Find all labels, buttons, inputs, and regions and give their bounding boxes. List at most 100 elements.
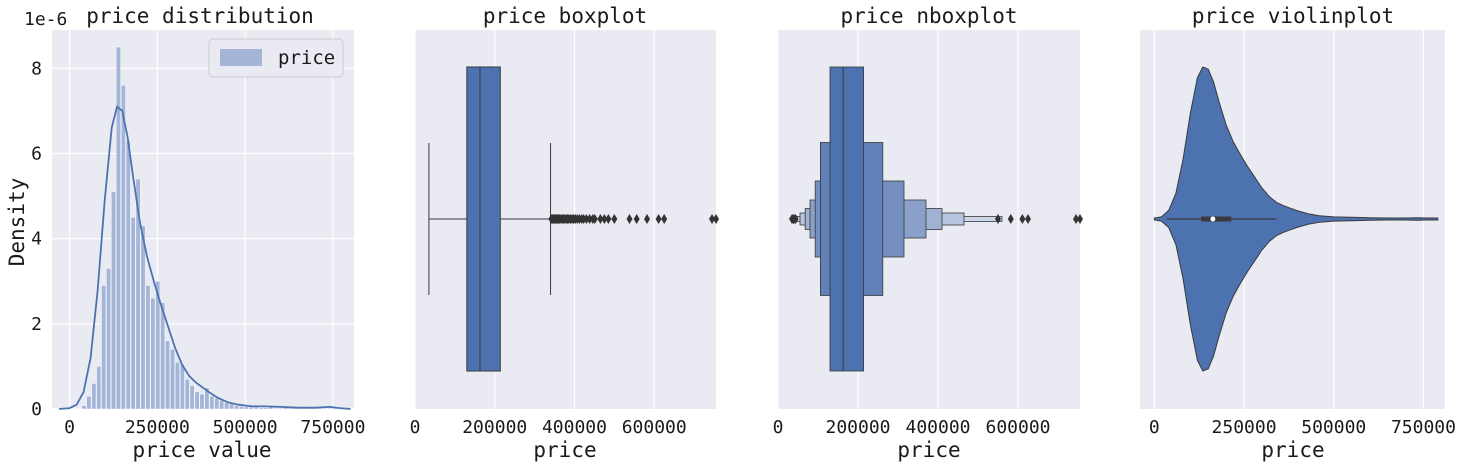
iqr-box [466, 66, 501, 372]
letter-value-box [829, 66, 864, 372]
outlier-point [1007, 214, 1014, 224]
x-tick-label: 0 [773, 417, 784, 438]
histogram-bar [263, 407, 269, 410]
histogram-bar [91, 383, 97, 410]
histogram-bar [116, 46, 121, 410]
histogram-bar [189, 385, 195, 410]
histogram-bar [214, 398, 220, 410]
outlier-point [611, 214, 618, 224]
histogram-bar [106, 268, 111, 410]
violin-body [1153, 66, 1439, 372]
violin-tick-labels: 0 250000 500000 750000 [1149, 417, 1456, 438]
distribution-title: price distribution [86, 4, 314, 28]
x-tick-label: 500000 [1301, 417, 1366, 438]
boxplot-marks [428, 66, 719, 372]
distribution-tick-labels: 0 250000 500000 750000 0 2 4 6 8 [31, 58, 365, 438]
outlier-point [1025, 214, 1031, 224]
y-tick-label: 0 [31, 399, 42, 420]
nboxplot-title: price nboxplot [840, 4, 1017, 28]
histogram-bar [81, 405, 87, 410]
histogram-bar [130, 217, 136, 410]
outlier-point [626, 214, 633, 224]
outlier-point [1073, 214, 1079, 224]
nboxplot-tick-labels: 0 200000 400000 600000 [773, 417, 1051, 438]
x-tick-label: 250000 [125, 417, 190, 438]
x-tick-label: 0 [64, 417, 75, 438]
outlier-point [601, 214, 608, 224]
x-tick-label: 500000 [213, 417, 278, 438]
y-tick-label: 2 [31, 314, 42, 335]
distribution-kde-line [58, 105, 351, 410]
outlier-point [995, 214, 1001, 224]
histogram-bar [273, 407, 279, 410]
histogram-bar [322, 407, 328, 410]
histogram-bar [229, 403, 234, 410]
distribution-panel: 0 250000 500000 750000 0 2 4 6 8 price distribut… [5, 4, 365, 462]
histogram-bar [209, 396, 215, 410]
x-tick-label: 750000 [300, 417, 365, 438]
boxplot-xlabel: price [533, 438, 596, 462]
histogram-bar [253, 407, 259, 410]
histogram-bar [101, 285, 107, 410]
histogram-bar [165, 340, 170, 410]
violin-xlabel: price [1261, 438, 1324, 462]
histogram-bar [160, 302, 166, 410]
histogram-bar [224, 402, 229, 410]
histogram-bar [238, 406, 244, 410]
histogram-bar [194, 391, 200, 410]
nboxplot-marks [789, 66, 1083, 372]
histogram-bar [199, 393, 205, 410]
boxplot-tick-labels: 0 200000 400000 600000 [410, 417, 687, 438]
x-tick-label: 400000 [542, 417, 607, 438]
legend-label: price [278, 47, 335, 69]
histogram-bar [125, 140, 131, 410]
x-tick-label: 0 [410, 417, 421, 438]
outlier-point [1019, 214, 1026, 224]
histogram-bar [135, 178, 141, 410]
violin-marks [1153, 66, 1439, 372]
y-tick-label: 6 [31, 143, 42, 164]
x-tick-label: 750000 [1391, 417, 1456, 438]
histogram-bar [170, 349, 175, 410]
distribution-plot-area [52, 30, 354, 409]
outlier-point [1077, 214, 1083, 224]
outlier-point [709, 214, 716, 224]
histogram-bar [155, 281, 161, 410]
legend-swatch [220, 49, 262, 66]
x-tick-label: 400000 [905, 417, 970, 438]
x-tick-label: 600000 [985, 417, 1050, 438]
outlier-point [605, 214, 612, 224]
x-tick-label: 200000 [825, 417, 890, 438]
nboxplot-xlabel: price [897, 438, 960, 462]
histogram-bar [96, 366, 102, 410]
histogram-bar [184, 378, 190, 410]
distribution-ylabel: Density [5, 178, 29, 267]
violin-title: price violinplot [1192, 4, 1394, 28]
violin-median-dot [1210, 216, 1216, 222]
outlier-point [655, 214, 662, 224]
histogram-bar [219, 400, 225, 410]
histogram-bar [145, 285, 151, 410]
outlier-point [633, 214, 640, 224]
outlier-point [586, 214, 593, 224]
x-tick-label: 250000 [1212, 417, 1277, 438]
distribution-histogram [81, 46, 338, 410]
histogram-bar [258, 407, 264, 410]
distribution-xlabel: price value [132, 438, 271, 462]
nboxplot-panel: 0 200000 400000 600000 price nboxplot price [773, 4, 1083, 462]
legend-box [208, 38, 344, 78]
x-tick-label: 200000 [462, 417, 527, 438]
histogram-bar [86, 396, 92, 410]
outlier-point [713, 214, 719, 224]
x-tick-label: 0 [1149, 417, 1160, 438]
histogram-bar [120, 85, 126, 410]
histogram-bar [243, 406, 249, 410]
violin-iqr-bar [1200, 216, 1232, 222]
y-tick-label: 8 [31, 58, 42, 79]
boxplot-panel: 0 200000 400000 600000 price boxplot price [410, 4, 719, 462]
outlier-point [591, 214, 598, 224]
histogram-bar [111, 191, 116, 410]
outlier-point [583, 214, 590, 224]
histogram-bar [140, 225, 146, 410]
histogram-bar [204, 387, 210, 410]
